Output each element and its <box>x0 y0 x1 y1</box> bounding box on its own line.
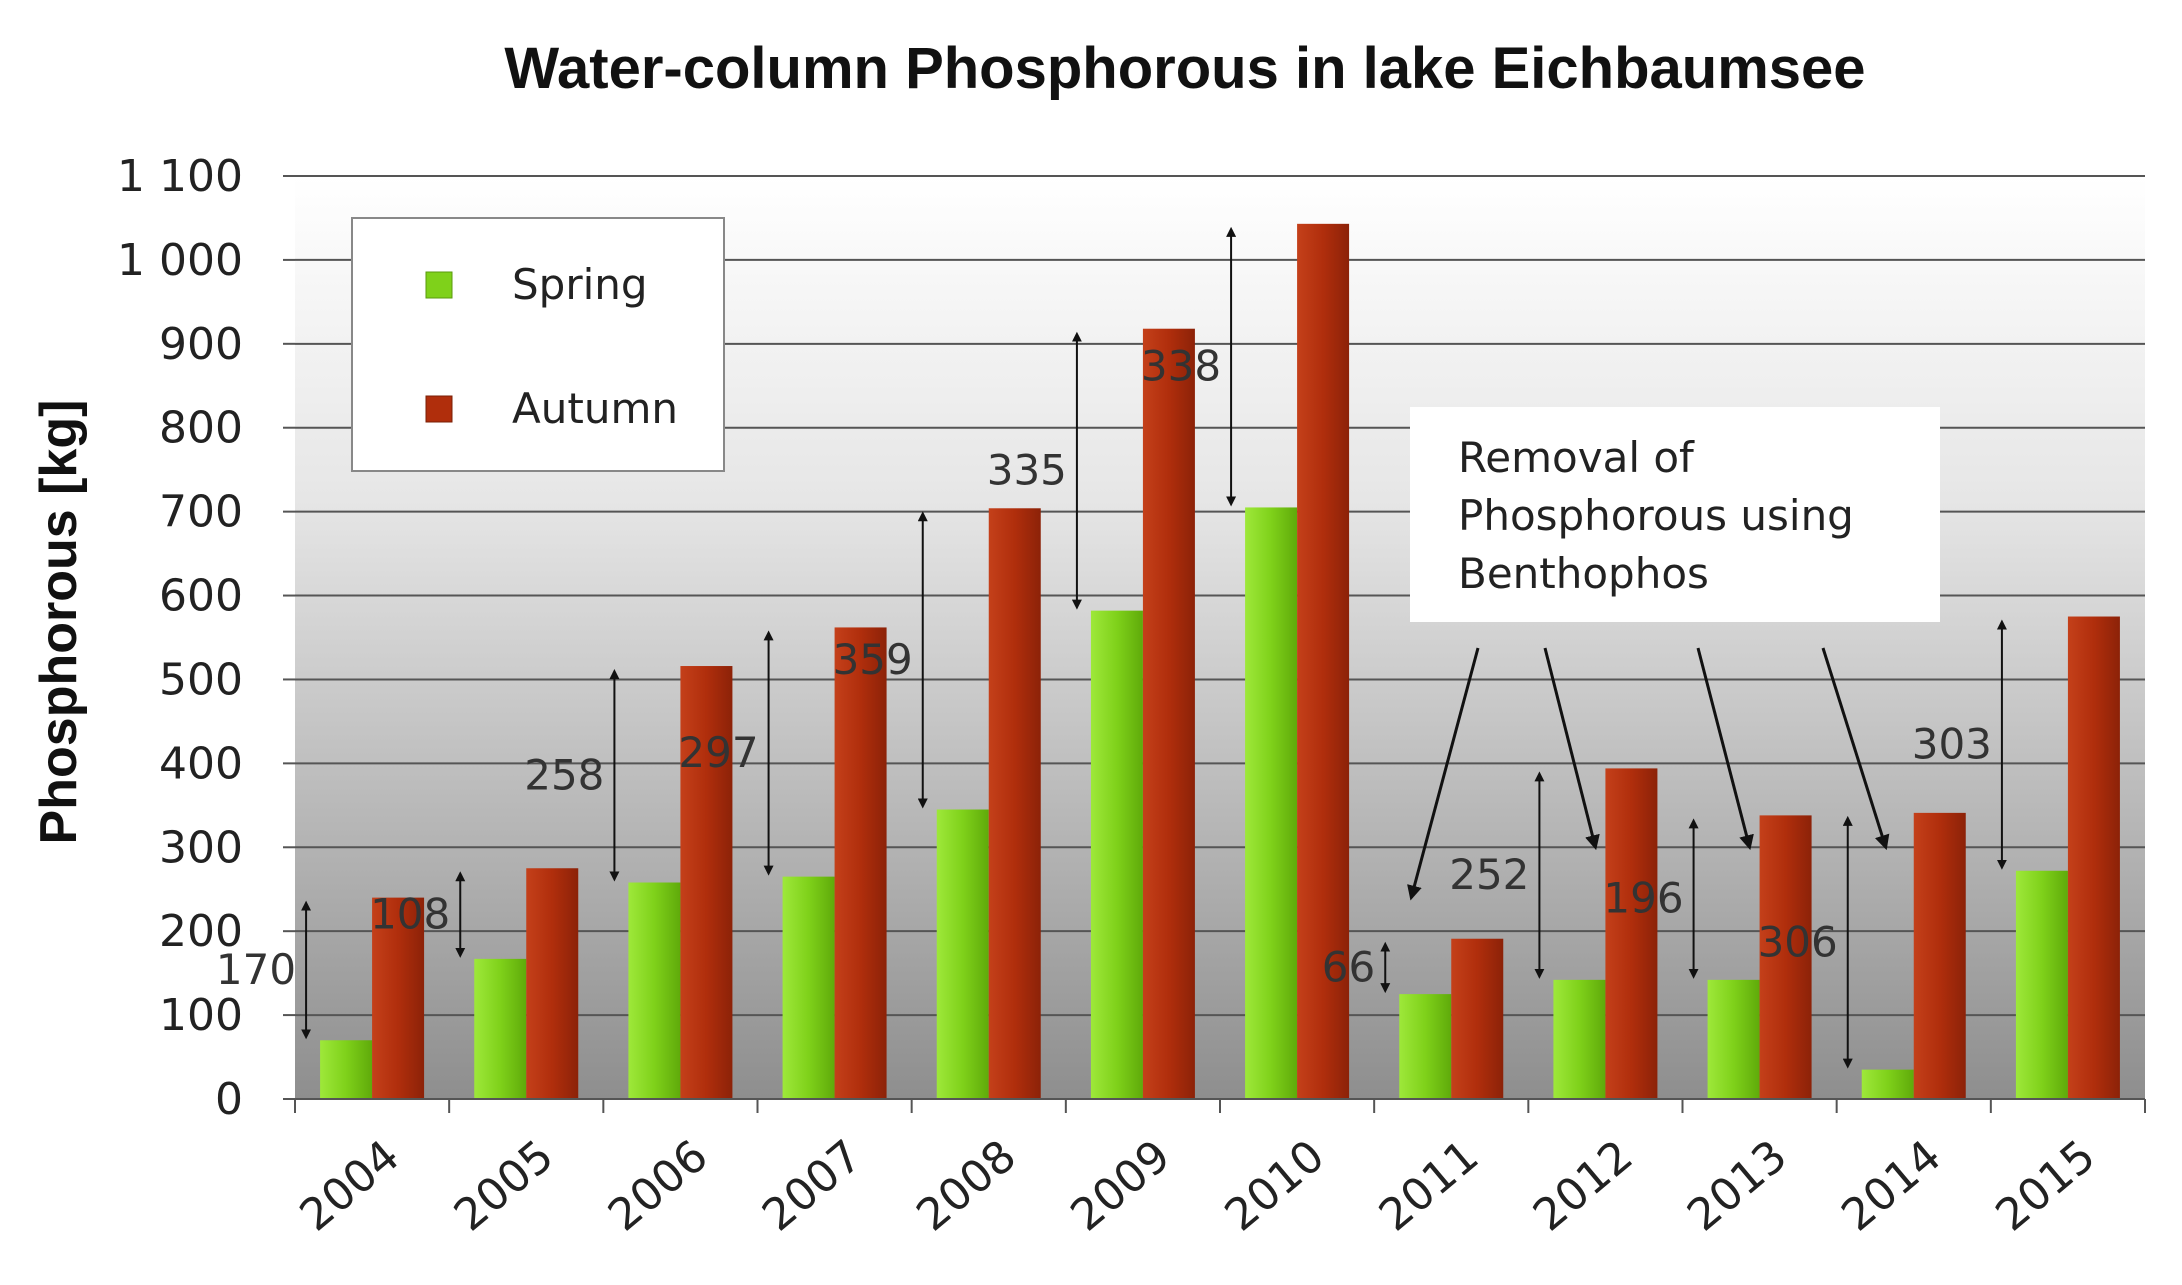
bar-spring-2006 <box>628 882 681 1099</box>
bar-spring-2012 <box>1553 979 1606 1099</box>
annotation-box <box>1410 407 1940 622</box>
y-tick-label: 600 <box>159 571 243 622</box>
bar-autumn-2006 <box>680 666 733 1099</box>
x-tick-label: 2008 <box>907 1130 1026 1241</box>
difference-label-2012: 252 <box>1449 850 1529 899</box>
difference-label-2010: 338 <box>1141 342 1221 391</box>
bar-spring-2013 <box>1707 979 1760 1099</box>
removal-annotation: Removal of Phosphorous using Benthophos <box>1407 407 1940 901</box>
bar-autumn-2007 <box>834 627 887 1099</box>
x-tick-label: 2013 <box>1678 1130 1797 1241</box>
annotation-line-1: Removal of <box>1458 433 1695 482</box>
difference-label-2015: 303 <box>1912 720 1992 769</box>
legend-swatch-spring <box>425 271 453 299</box>
annotation-arrows <box>1407 647 1890 901</box>
annotation-arrow-2011 <box>1407 647 1480 901</box>
bars <box>320 223 2120 1099</box>
x-tick-label: 2011 <box>1370 1130 1489 1241</box>
y-tick-label: 500 <box>159 654 243 705</box>
y-tick-label: 300 <box>159 822 243 873</box>
y-tick-label: 100 <box>159 990 243 1041</box>
bar-autumn-2012 <box>1605 768 1658 1099</box>
y-axis-label: Phosphorous [kg] <box>30 400 88 845</box>
x-axis: 2004 2005 2006 2007 2008 2009 2010 2011 2012 2013… <box>291 1098 2146 1241</box>
bar-spring-2007 <box>782 876 835 1099</box>
difference-label-2011: 66 <box>1322 942 1375 991</box>
bar-autumn-2009 <box>1142 328 1195 1099</box>
difference-label-2013: 196 <box>1603 874 1683 923</box>
legend-box <box>351 217 725 472</box>
bar-spring-2004 <box>320 1040 373 1099</box>
y-tick-label: 400 <box>159 738 243 789</box>
y-tick-label: 200 <box>159 906 243 957</box>
x-tick-label: 2005 <box>445 1130 564 1241</box>
x-tick-label: 2010 <box>1216 1130 1335 1241</box>
bar-autumn-2010 <box>1297 223 1350 1099</box>
bar-autumn-2005 <box>526 868 579 1099</box>
annotation-arrow-2012 <box>1543 647 1600 851</box>
difference-label-2004: 170 <box>216 945 296 994</box>
bar-autumn-2014 <box>1913 812 1966 1099</box>
x-tick-label: 2012 <box>1524 1130 1643 1241</box>
y-tick-label: 0 <box>215 1074 243 1125</box>
legend-label-autumn: Autumn <box>512 384 678 433</box>
bar-spring-2014 <box>1861 1069 1914 1099</box>
annotation-line-3: Benthophos <box>1458 549 1709 598</box>
x-tick-label: 2006 <box>599 1130 718 1241</box>
annotation-line-2: Phosphorous using <box>1458 491 1854 540</box>
bar-autumn-2015 <box>2067 616 2120 1099</box>
x-tick-label: 2014 <box>1832 1130 1951 1241</box>
y-tick-label: 700 <box>159 487 243 538</box>
difference-annotations: 170 108 258 297 359 335 338 66 252 196 306 303 <box>216 226 2007 1069</box>
legend: Spring Autumn <box>351 217 725 472</box>
x-tick-label: 2007 <box>753 1130 872 1241</box>
bar-autumn-2008 <box>988 508 1041 1099</box>
legend-label-spring: Spring <box>512 260 648 309</box>
annotation-arrow-2014 <box>1821 647 1890 851</box>
bar-spring-2015 <box>2015 870 2068 1099</box>
bar-spring-2005 <box>474 958 527 1099</box>
difference-label-2009: 335 <box>987 446 1067 495</box>
difference-label-2014: 306 <box>1758 917 1838 966</box>
y-tick-label: 1 000 <box>117 235 243 286</box>
x-tick-label: 2009 <box>1061 1130 1180 1241</box>
y-tick-label: 900 <box>159 319 243 370</box>
chart-title: Water-column Phosphorous in lake Eichbau… <box>504 36 1865 101</box>
bar-spring-2010 <box>1245 507 1298 1099</box>
y-tick-label: 1 100 <box>117 151 243 202</box>
legend-swatch-autumn <box>425 395 453 423</box>
difference-label-2005: 108 <box>370 890 450 939</box>
bar-spring-2011 <box>1399 994 1452 1099</box>
y-tick-label: 800 <box>159 403 243 454</box>
annotation-arrow-2013 <box>1696 647 1754 851</box>
difference-label-2008: 359 <box>833 635 913 684</box>
bar-spring-2008 <box>936 809 989 1099</box>
x-tick-label: 2015 <box>1986 1130 2105 1241</box>
bar-autumn-2004 <box>372 897 425 1099</box>
x-tick-label: 2004 <box>291 1130 410 1241</box>
bar-autumn-2013 <box>1759 815 1812 1099</box>
difference-label-2007: 297 <box>678 728 758 777</box>
bar-spring-2009 <box>1090 610 1143 1099</box>
bar-autumn-2011 <box>1451 938 1504 1099</box>
difference-label-2006: 258 <box>524 750 604 799</box>
y-axis-ticks: 0 100 200 300 400 500 600 700 800 900 1 000 1 100 <box>117 151 295 1125</box>
